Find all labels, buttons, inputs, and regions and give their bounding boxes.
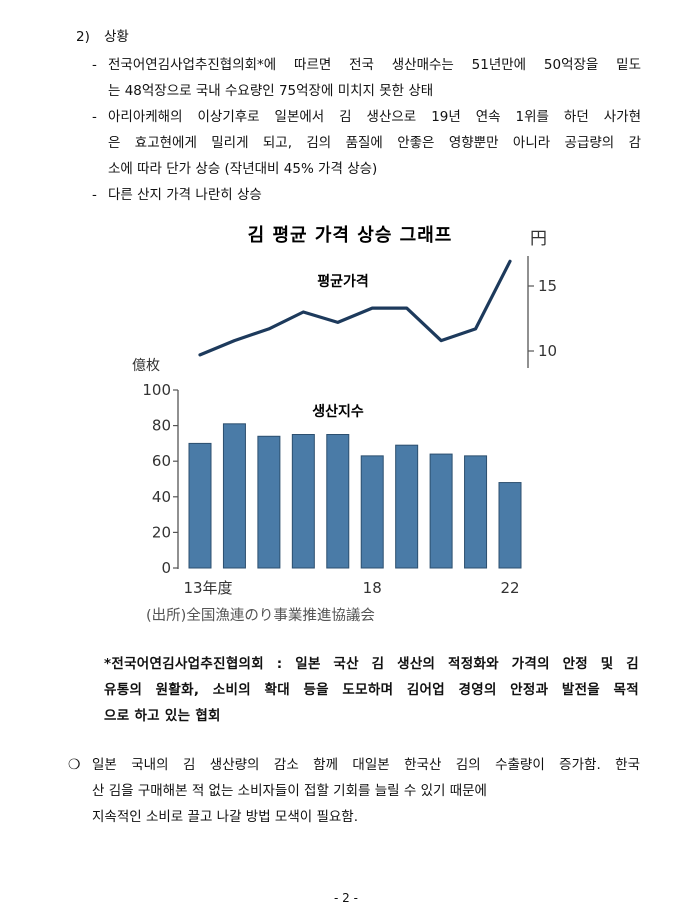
x-tick-label: 18	[363, 579, 382, 597]
price-tick-label: 10	[538, 342, 557, 360]
bullet-dash: -	[92, 109, 97, 125]
production-series-label: 생산지수	[312, 403, 364, 420]
production-tick-label: 60	[152, 452, 171, 470]
bullet-dash: -	[92, 187, 97, 203]
section-title: 상황	[104, 29, 129, 45]
bullet-text-line: 다른 산지 가격 나란히 상승	[108, 187, 262, 203]
x-axis-ticks: 13年度 18 22	[183, 579, 519, 597]
production-bar	[188, 442, 212, 569]
price-production-chart: 김 평균 가격 상승 그래프 円 평균가격 10 15 億枚 생산지수 0 20 40…	[130, 218, 570, 628]
conclusion-line: 일본 국내의 김 생산량의 감소 함께 대일본 한국산 김의 수출량이 증가함.…	[92, 757, 640, 773]
bullet-text-line: 전국어연김사업추진협의회*에 따르면 전국 생산매수는 51년만에 50억장을 …	[108, 57, 641, 73]
x-tick-label: 13年度	[183, 579, 232, 597]
circle-bullet-icon: ❍	[68, 757, 81, 773]
price-series-line	[198, 259, 512, 357]
page-number: - 2 -	[334, 891, 358, 905]
bullet-text-line: 소에 따라 단가 상승 (작년대비 45% 가격 상승)	[108, 161, 378, 177]
chart-title: 김 평균 가격 상승 그래프	[248, 225, 453, 246]
production-bar	[498, 482, 522, 569]
bullet-text-line: 은 효고현에게 밀리게 되고, 김의 품질에 안좋은 영향뿐만 아니라 공급량의…	[108, 135, 641, 151]
production-bar	[222, 423, 246, 569]
production-bar	[326, 434, 350, 569]
production-bars	[188, 423, 522, 569]
production-bar	[291, 434, 315, 569]
production-axis: 0 20 40 60 80 100	[142, 381, 179, 577]
chart-source: (出所)全国漁連のり事業推進協議会	[146, 606, 375, 624]
bullet-dash: -	[92, 57, 97, 73]
production-bar	[360, 455, 384, 569]
bullet-text-line: 는 48억장으로 국내 수요량인 75억장에 미치지 못한 상태	[108, 83, 434, 99]
production-bar	[257, 435, 281, 569]
footnote-line: 으로 하고 있는 협회	[104, 708, 221, 724]
price-unit-label: 円	[530, 229, 547, 249]
conclusion-line: 산 김을 구매해본 적 없는 소비자들이 접할 기회를 늘릴 수 있기 때문에	[92, 783, 487, 799]
footnote-line: *전국어연김사업추진협의회 : 일본 국산 김 생산의 적정화와 가격의 안정 …	[104, 656, 639, 672]
x-tick-label: 22	[500, 579, 519, 597]
bullet-text-line: 아리아케해의 이상기후로 일본에서 김 생산으로 19년 연속 1위를 하던 사…	[108, 109, 641, 125]
production-unit-label: 億枚	[132, 358, 160, 374]
conclusion-line: 지속적인 소비로 끌고 나갈 방법 모색이 필요함.	[92, 809, 359, 825]
production-bar	[429, 453, 453, 569]
price-axis: 10 15	[527, 256, 557, 368]
price-line	[198, 259, 512, 357]
price-tick-label: 15	[538, 277, 557, 295]
production-tick-label: 0	[161, 559, 171, 577]
price-series-label: 평균가격	[317, 273, 369, 290]
production-tick-label: 20	[152, 523, 171, 541]
footnote-line: 유통의 원활화, 소비의 확대 등을 도모하며 김어업 경영의 안정과 발전을 …	[104, 682, 639, 698]
production-tick-label: 100	[142, 381, 171, 399]
section-number: 2)	[76, 29, 90, 45]
production-bar	[395, 444, 419, 569]
production-bar	[464, 455, 488, 569]
production-tick-label: 80	[152, 417, 171, 435]
production-tick-label: 40	[152, 488, 171, 506]
